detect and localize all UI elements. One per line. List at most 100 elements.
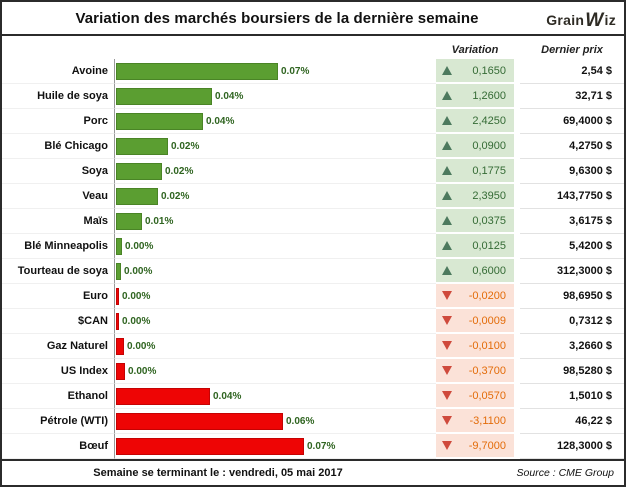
row-label: Veau — [2, 184, 114, 209]
variation-cell: 0,1775 — [436, 159, 514, 184]
bar-cell: 0.01% — [114, 209, 436, 234]
trend-triangle-icon — [442, 141, 452, 150]
bar-cell: 0.00% — [114, 234, 436, 259]
title-bar: Variation des marchés boursiers de la de… — [2, 2, 624, 36]
trend-triangle-icon — [442, 441, 452, 450]
bar-cell: 0.02% — [114, 134, 436, 159]
bar-cell: 0.04% — [114, 84, 436, 109]
bar — [116, 387, 210, 405]
price-value: 3,6175 $ — [520, 209, 624, 234]
bar — [116, 87, 212, 105]
variation-value: 0,6000 — [472, 264, 506, 277]
variation-cell: 0,0125 — [436, 234, 514, 259]
bar-pct-label: 0.00% — [128, 365, 157, 377]
row-label: Porc — [2, 109, 114, 134]
bar-pct-label: 0.04% — [206, 115, 235, 127]
trend-triangle-icon — [442, 341, 452, 350]
price-value: 1,5010 $ — [520, 384, 624, 409]
row-label: Ethanol — [2, 384, 114, 409]
trend-triangle-icon — [442, 391, 452, 400]
trend-triangle-icon — [442, 166, 452, 175]
footer: Semaine se terminant le : vendredi, 05 m… — [2, 459, 624, 485]
variation-value: -0,0009 — [468, 314, 506, 327]
bar — [116, 212, 142, 230]
bar — [116, 287, 119, 305]
bar-pct-label: 0.02% — [161, 190, 190, 202]
table-row: Maïs 0.01% 0,0375 3,6175 $ — [2, 209, 624, 234]
column-header-variation: Variation — [451, 44, 499, 56]
variation-cell: 2,4250 — [436, 109, 514, 134]
bar-pct-label: 0.00% — [122, 290, 151, 302]
bar — [116, 437, 304, 455]
trend-triangle-icon — [442, 266, 452, 275]
variation-value: 2,3950 — [472, 189, 506, 202]
trend-triangle-icon — [442, 291, 452, 300]
price-value: 32,71 $ — [520, 84, 624, 109]
variation-value: -0,3700 — [468, 364, 506, 377]
variation-cell: 1,2600 — [436, 84, 514, 109]
price-value: 2,54 $ — [520, 59, 624, 84]
bar-pct-label: 0.07% — [281, 65, 310, 77]
bar-cell: 0.06% — [114, 409, 436, 434]
bar-pct-label: 0.07% — [307, 440, 336, 452]
table-row: Blé Chicago 0.02% 0,0900 4,2750 $ — [2, 134, 624, 159]
row-label: Pétrole (WTI) — [2, 409, 114, 434]
variation-value: 0,1650 — [472, 64, 506, 77]
price-value: 5,4200 $ — [520, 234, 624, 259]
row-label: Tourteau de soya — [2, 259, 114, 284]
bar — [116, 412, 283, 430]
logo-w-glyph: W — [585, 10, 604, 31]
bar — [116, 237, 122, 255]
trend-triangle-icon — [442, 316, 452, 325]
column-headers: Variation Dernier prix — [2, 36, 624, 59]
bar-cell: 0.04% — [114, 384, 436, 409]
price-value: 98,6950 $ — [520, 284, 624, 309]
table-row: $CAN 0.00% -0,0009 0,7312 $ — [2, 309, 624, 334]
variation-value: 0,0375 — [472, 214, 506, 227]
variation-cell: 2,3950 — [436, 184, 514, 209]
bar-cell: 0.00% — [114, 334, 436, 359]
variation-value: 2,4250 — [472, 114, 506, 127]
table-row: Porc 0.04% 2,4250 69,4000 $ — [2, 109, 624, 134]
table-row: Veau 0.02% 2,3950 143,7750 $ — [2, 184, 624, 209]
row-label: Euro — [2, 284, 114, 309]
footer-week-ending: Semaine se terminant le : vendredi, 05 m… — [93, 467, 343, 479]
table-row: Ethanol 0.04% -0,0570 1,5010 $ — [2, 384, 624, 409]
bar-pct-label: 0.04% — [213, 390, 242, 402]
table-row: Gaz Naturel 0.00% -0,0100 3,2660 $ — [2, 334, 624, 359]
trend-triangle-icon — [442, 191, 452, 200]
price-value: 128,3000 $ — [520, 434, 624, 459]
bar-cell: 0.00% — [114, 259, 436, 284]
variation-cell: -0,3700 — [436, 359, 514, 384]
variation-value: -9,7000 — [468, 439, 506, 452]
price-value: 69,4000 $ — [520, 109, 624, 134]
trend-triangle-icon — [442, 216, 452, 225]
bar-pct-label: 0.02% — [171, 140, 200, 152]
bar — [116, 362, 125, 380]
rows: Avoine 0.07% 0,1650 2,54 $ Huile de soya… — [2, 59, 624, 459]
row-label: Avoine — [2, 59, 114, 84]
variation-cell: -0,0009 — [436, 309, 514, 334]
variation-cell: 0,1650 — [436, 59, 514, 84]
variation-cell: 0,0900 — [436, 134, 514, 159]
variation-cell: -0,0570 — [436, 384, 514, 409]
variation-cell: -0,0200 — [436, 284, 514, 309]
row-label: Huile de soya — [2, 84, 114, 109]
bar-pct-label: 0.06% — [286, 415, 315, 427]
price-value: 98,5280 $ — [520, 359, 624, 384]
price-value: 0,7312 $ — [520, 309, 624, 334]
variation-value: 0,0900 — [472, 139, 506, 152]
table-row: Blé Minneapolis 0.00% 0,0125 5,4200 $ — [2, 234, 624, 259]
table-row: Pétrole (WTI) 0.06% -3,1100 46,22 $ — [2, 409, 624, 434]
column-header-price: Dernier prix — [541, 44, 603, 56]
bar — [116, 312, 119, 330]
bar — [116, 137, 168, 155]
table-row: Avoine 0.07% 0,1650 2,54 $ — [2, 59, 624, 84]
bar-cell: 0.02% — [114, 159, 436, 184]
variation-cell: -3,1100 — [436, 409, 514, 434]
price-value: 46,22 $ — [520, 409, 624, 434]
bar-pct-label: 0.02% — [165, 165, 194, 177]
bar-pct-label: 0.00% — [122, 315, 151, 327]
trend-triangle-icon — [442, 66, 452, 75]
